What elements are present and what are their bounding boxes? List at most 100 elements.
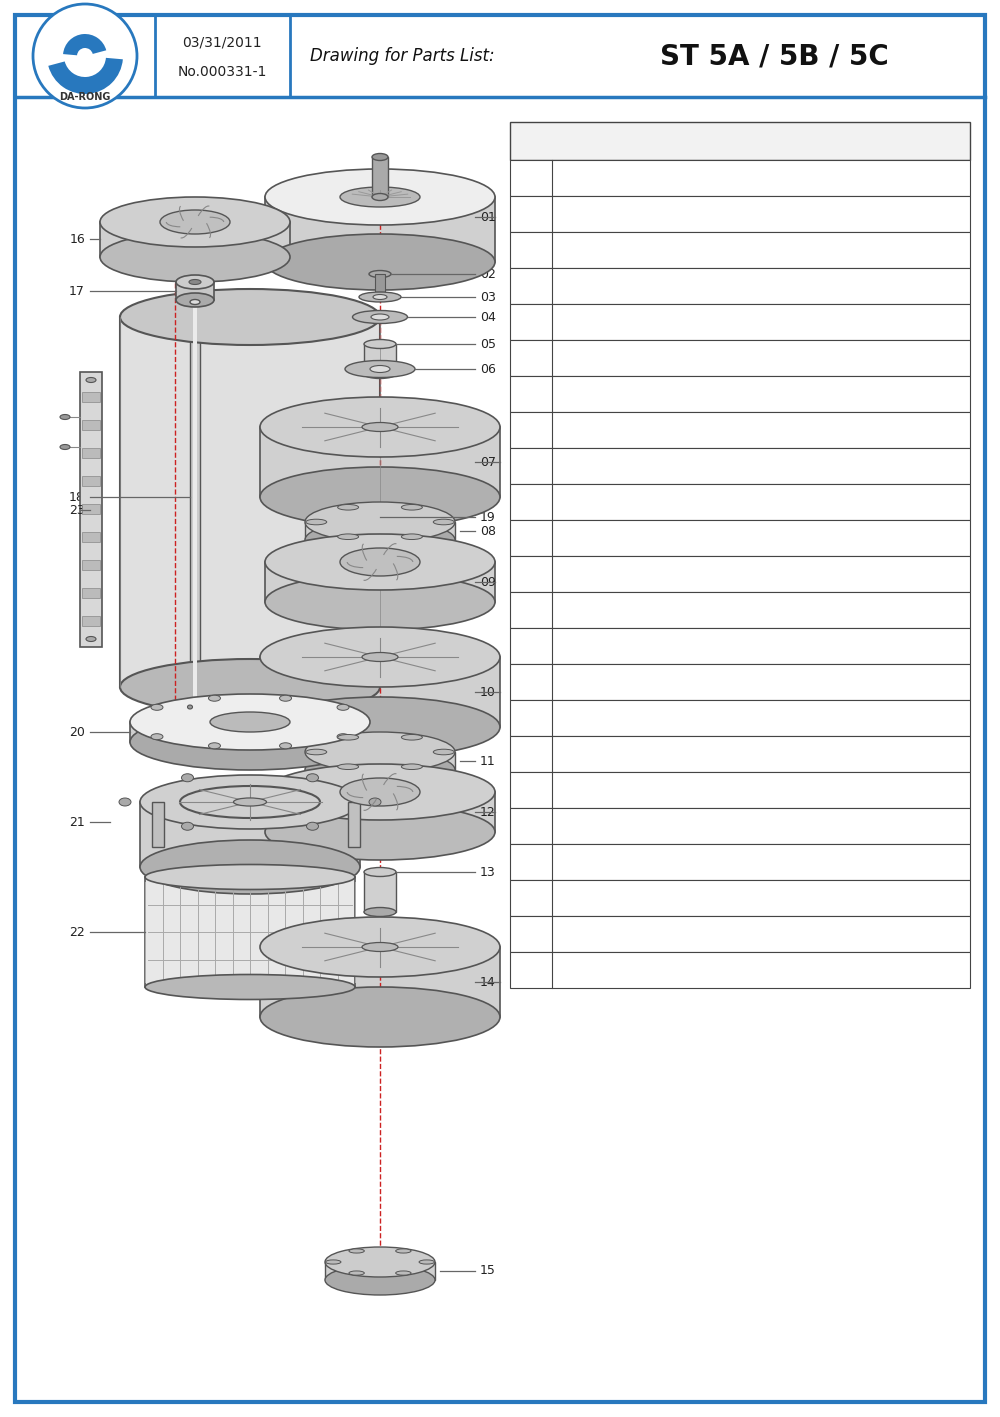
Bar — [82, 476, 100, 486]
Bar — [510, 555, 970, 592]
Ellipse shape — [188, 706, 193, 708]
Ellipse shape — [325, 1265, 435, 1295]
Bar — [348, 802, 360, 847]
Text: 09: 09 — [480, 575, 496, 588]
Ellipse shape — [338, 534, 359, 540]
Ellipse shape — [362, 942, 398, 951]
Ellipse shape — [60, 415, 70, 419]
Ellipse shape — [160, 210, 230, 234]
Ellipse shape — [120, 289, 380, 344]
Bar — [82, 531, 100, 541]
Ellipse shape — [364, 907, 396, 917]
Ellipse shape — [369, 798, 381, 806]
Ellipse shape — [145, 864, 355, 890]
Bar — [375, 273, 385, 292]
Ellipse shape — [182, 774, 194, 782]
Ellipse shape — [265, 803, 495, 860]
Text: 16: 16 — [524, 711, 538, 724]
Ellipse shape — [260, 988, 500, 1047]
Ellipse shape — [433, 750, 454, 755]
Text: DA-RONG: DA-RONG — [59, 92, 111, 102]
Text: Washer (Stainless Steel): Washer (Stainless Steel) — [562, 279, 706, 292]
Ellipse shape — [100, 197, 290, 247]
Ellipse shape — [140, 775, 360, 829]
Text: 13: 13 — [480, 866, 496, 879]
Ellipse shape — [340, 187, 420, 207]
Bar — [372, 157, 388, 197]
Bar — [82, 616, 100, 626]
Ellipse shape — [373, 295, 387, 299]
Text: 02: 02 — [524, 207, 538, 221]
Ellipse shape — [362, 652, 398, 662]
Bar — [82, 588, 100, 598]
Ellipse shape — [260, 697, 500, 757]
Ellipse shape — [151, 704, 163, 710]
Text: Washer (Stainless Steel): Washer (Stainless Steel) — [562, 244, 706, 256]
Text: 09: 09 — [524, 459, 538, 472]
Text: 22: 22 — [69, 925, 85, 938]
Text: 22: 22 — [524, 928, 538, 941]
Bar — [510, 196, 970, 232]
Bar — [510, 808, 970, 845]
Bar — [510, 952, 970, 988]
Text: Impeller (PC+GF): Impeller (PC+GF) — [562, 711, 664, 724]
Ellipse shape — [130, 714, 370, 769]
Text: Shaft Sleeve (Stainless Steel): Shaft Sleeve (Stainless Steel) — [562, 316, 736, 329]
Bar — [82, 504, 100, 514]
Text: 18: 18 — [69, 490, 85, 503]
Text: 03: 03 — [480, 290, 496, 303]
Bar — [510, 772, 970, 808]
Text: 14: 14 — [480, 975, 496, 989]
Bar — [140, 802, 360, 867]
Ellipse shape — [401, 764, 422, 769]
Bar — [82, 419, 100, 429]
Ellipse shape — [337, 734, 349, 740]
Text: 11: 11 — [524, 531, 538, 544]
Bar — [260, 427, 500, 497]
Text: 14: 14 — [524, 639, 538, 652]
Bar — [260, 657, 500, 727]
Text: 13: 13 — [524, 604, 538, 616]
Text: Shaft Sleeve (Stainless Steel): Shaft Sleeve (Stainless Steel) — [562, 604, 736, 616]
Ellipse shape — [234, 798, 267, 806]
Bar — [510, 485, 970, 520]
Ellipse shape — [265, 169, 495, 225]
Text: Description: Description — [697, 135, 783, 147]
Bar — [80, 373, 102, 648]
Bar — [510, 880, 970, 915]
Text: Washer (Stainless Steel): Washer (Stainless Steel) — [562, 351, 706, 364]
Text: 23: 23 — [69, 503, 85, 517]
Ellipse shape — [188, 734, 202, 740]
Text: 10: 10 — [524, 496, 538, 509]
Ellipse shape — [307, 822, 319, 830]
Text: 05: 05 — [524, 316, 538, 329]
Bar — [510, 305, 970, 340]
Bar — [510, 915, 970, 952]
Ellipse shape — [100, 232, 290, 282]
Ellipse shape — [325, 1247, 435, 1277]
Ellipse shape — [306, 519, 327, 524]
Ellipse shape — [338, 734, 359, 740]
Ellipse shape — [340, 778, 420, 806]
Ellipse shape — [369, 271, 391, 278]
Ellipse shape — [305, 520, 455, 560]
Ellipse shape — [338, 764, 359, 769]
Text: Suction Interconnector (Stainless Steel): Suction Interconnector (Stainless Steel) — [562, 891, 796, 904]
Bar — [265, 792, 495, 832]
Wedge shape — [48, 58, 123, 94]
Text: Stage Inlet Cover (PC+GF): Stage Inlet Cover (PC+GF) — [562, 856, 718, 869]
Ellipse shape — [260, 397, 500, 458]
Bar — [145, 877, 355, 988]
Ellipse shape — [396, 1248, 411, 1253]
Ellipse shape — [60, 445, 70, 449]
Text: 03/31/2011: 03/31/2011 — [182, 35, 262, 50]
Ellipse shape — [182, 822, 194, 830]
Text: No.000331-1: No.000331-1 — [177, 65, 267, 79]
Bar — [510, 700, 970, 735]
Ellipse shape — [280, 743, 292, 748]
Ellipse shape — [371, 315, 389, 320]
Ellipse shape — [349, 1248, 364, 1253]
Text: Diffuser (PC+GF): Diffuser (PC+GF) — [562, 496, 662, 509]
Text: 21: 21 — [524, 891, 538, 904]
Text: Friction Sleeve (Teflon): Friction Sleeve (Teflon) — [562, 424, 696, 436]
